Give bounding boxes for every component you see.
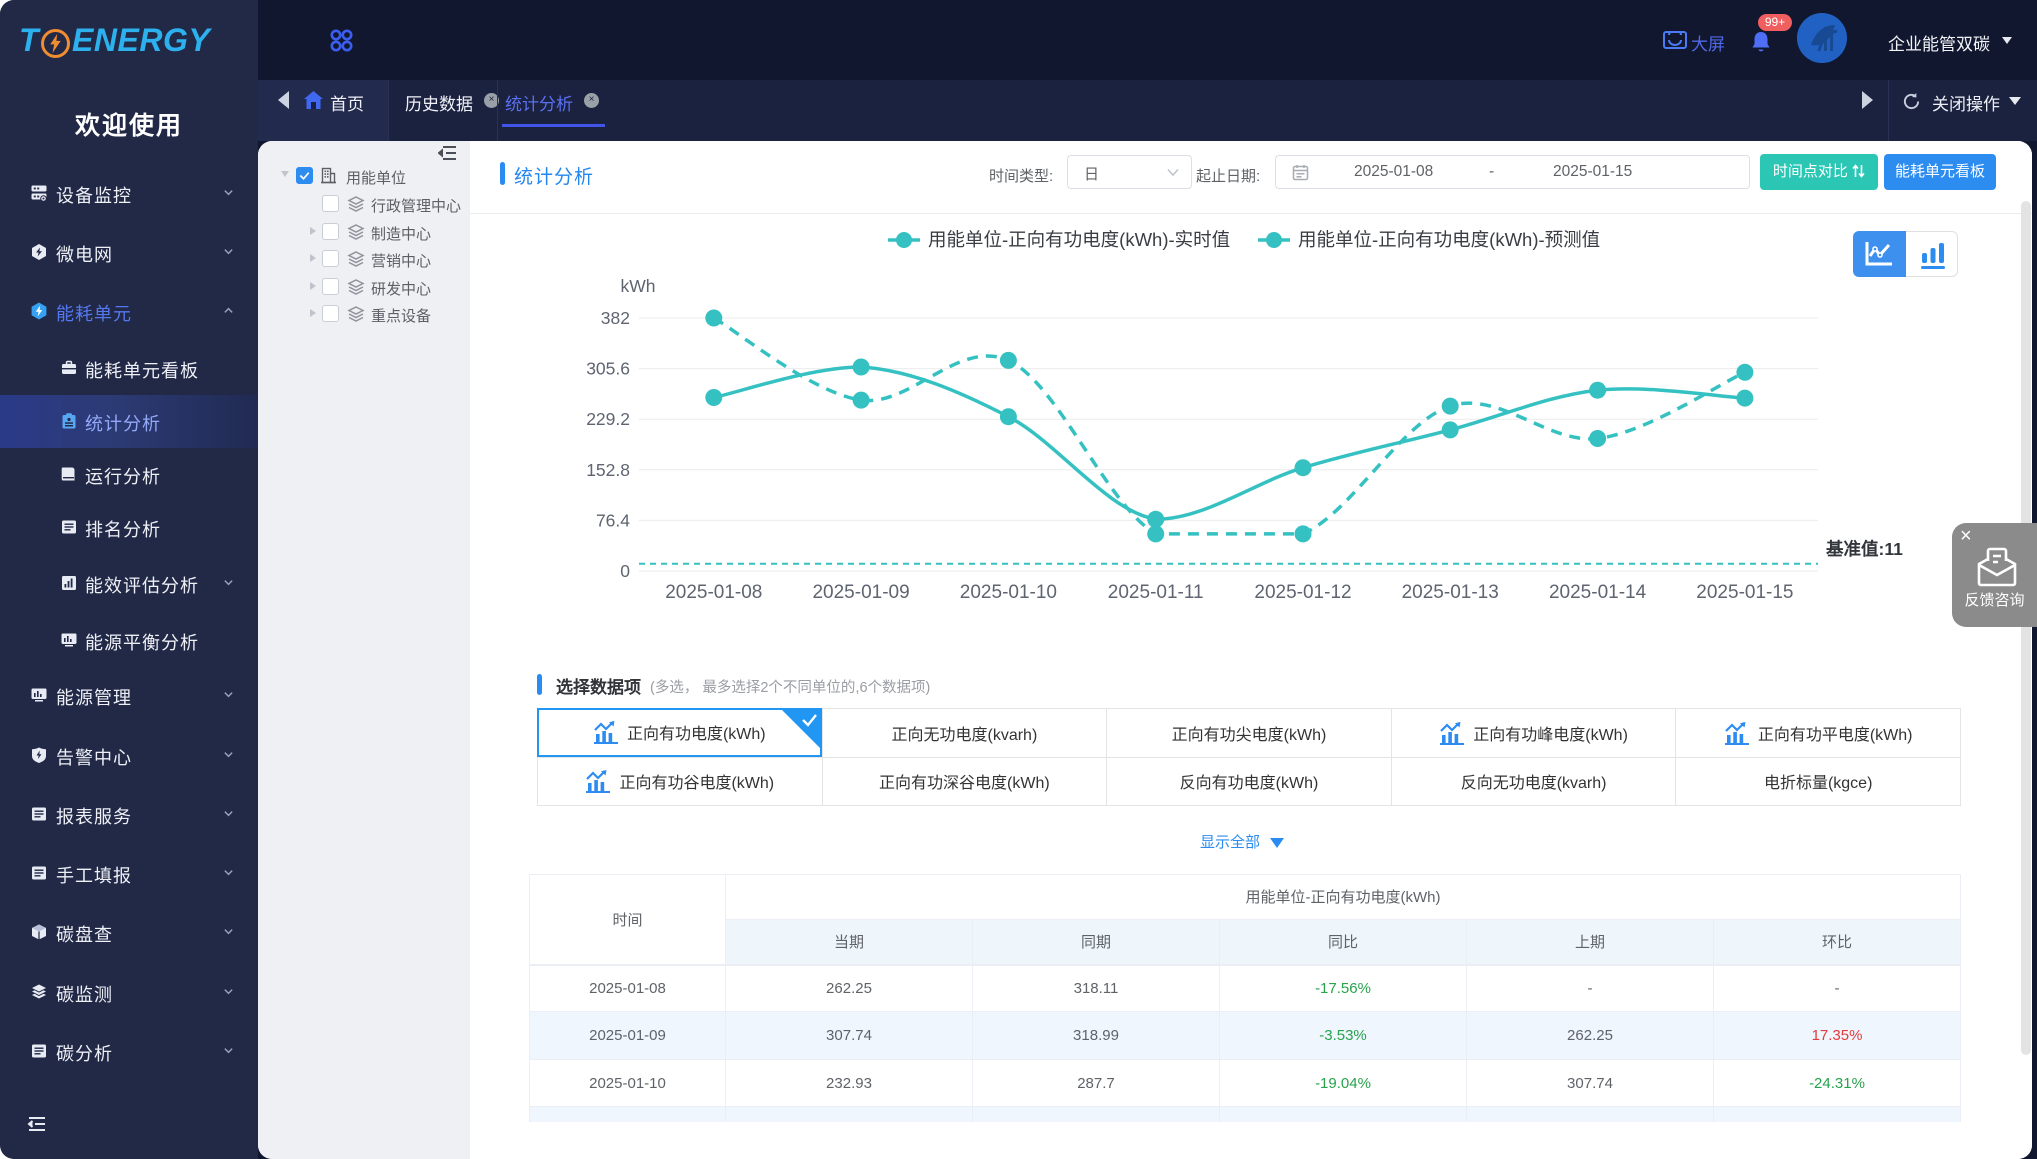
svg-text:基准值:11: 基准值:11	[1825, 539, 1903, 559]
svg-text:用能单位-正向有功电度(kWh)-实时值: 用能单位-正向有功电度(kWh)-实时值	[928, 229, 1230, 250]
svg-text:2025-01-12: 2025-01-12	[1254, 582, 1351, 603]
svg-text:kWh: kWh	[621, 276, 656, 296]
svg-text:0: 0	[620, 561, 630, 581]
svg-text:2025-01-15: 2025-01-15	[1696, 582, 1793, 603]
svg-text:76.4: 76.4	[596, 510, 630, 530]
svg-text:152.8: 152.8	[586, 460, 630, 480]
svg-text:2025-01-08: 2025-01-08	[665, 582, 762, 603]
svg-text:用能单位-正向有功电度(kWh)-预测值: 用能单位-正向有功电度(kWh)-预测值	[1298, 229, 1600, 250]
svg-text:2025-01-11: 2025-01-11	[1108, 582, 1204, 603]
svg-text:382: 382	[601, 308, 630, 328]
svg-text:2025-01-14: 2025-01-14	[1549, 582, 1647, 603]
svg-text:2025-01-10: 2025-01-10	[960, 582, 1057, 603]
svg-text:305.6: 305.6	[586, 359, 630, 379]
svg-text:2025-01-13: 2025-01-13	[1402, 582, 1499, 603]
svg-text:229.2: 229.2	[586, 409, 630, 429]
svg-text:2025-01-09: 2025-01-09	[812, 582, 909, 603]
